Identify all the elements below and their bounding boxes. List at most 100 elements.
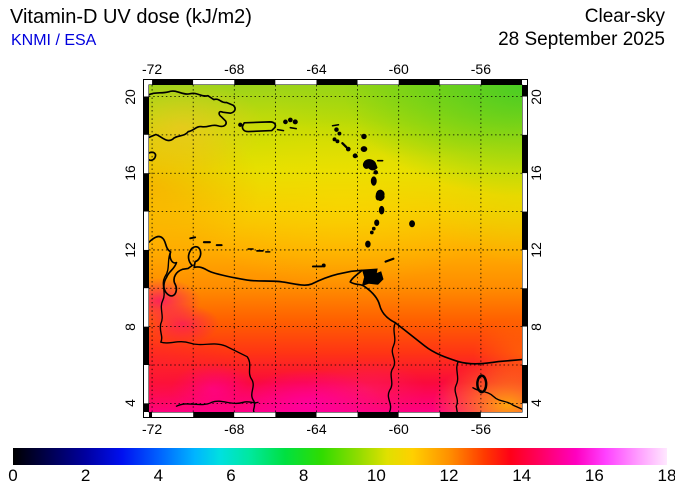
frame-stripe bbox=[193, 79, 235, 85]
island-aruba bbox=[189, 236, 197, 240]
frame-stripe bbox=[149, 79, 153, 85]
colorbar-tick-label: 4 bbox=[153, 466, 164, 485]
island-margarita-e bbox=[321, 263, 326, 268]
colorbar-tick-label: 12 bbox=[439, 466, 459, 485]
frame-stripe bbox=[522, 365, 528, 404]
lon-label-bottom: -68 bbox=[224, 421, 245, 437]
island-saba bbox=[332, 137, 337, 142]
island-st-barth bbox=[337, 131, 342, 136]
frame-stripe bbox=[143, 288, 149, 327]
island-st-lucia bbox=[378, 205, 385, 215]
colorbar-tick-label: 2 bbox=[80, 466, 91, 485]
grid-lines bbox=[149, 85, 522, 412]
page-title: Vitamin-D UV dose (kJ/m2) bbox=[10, 6, 252, 28]
frame-stripe bbox=[522, 211, 528, 250]
map-overlay bbox=[149, 85, 522, 412]
island-statia bbox=[335, 139, 340, 144]
small-islands bbox=[189, 117, 416, 287]
colorbar-tick-label: 14 bbox=[512, 466, 532, 485]
island-antigua bbox=[360, 146, 368, 152]
island-virgin-3 bbox=[292, 119, 298, 125]
island-guadeloupe bbox=[362, 159, 378, 171]
date-label: 28 September 2025 bbox=[498, 29, 665, 50]
lon-label-bottom: -56 bbox=[470, 421, 492, 437]
frame-stripe bbox=[143, 85, 149, 97]
coastlines bbox=[149, 90, 522, 365]
island-barbados bbox=[409, 220, 416, 228]
island-nevis bbox=[345, 146, 351, 152]
map-frame-stripes bbox=[143, 79, 528, 418]
lon-label-bottom: -64 bbox=[306, 421, 327, 437]
coast-puerto-rico bbox=[241, 121, 277, 133]
frame-stripe bbox=[522, 134, 528, 174]
frame-stripe bbox=[275, 79, 317, 85]
border-ring-feature bbox=[476, 374, 488, 394]
frame-stripe bbox=[357, 412, 399, 418]
lat-label-left: 12 bbox=[122, 242, 138, 258]
country-borders bbox=[159, 251, 522, 412]
lat-label-left: 4 bbox=[122, 399, 138, 408]
frame-stripe bbox=[143, 326, 149, 366]
colorbar-tick-label: 18 bbox=[657, 466, 675, 485]
frame-stripe bbox=[522, 96, 528, 135]
frame-stripe bbox=[522, 288, 528, 327]
colorbar-tick-label: 6 bbox=[226, 466, 236, 485]
island-grenadines-2 bbox=[369, 230, 374, 235]
frame-stripe bbox=[149, 412, 153, 418]
island-st-vincent bbox=[374, 219, 380, 227]
island-mona bbox=[238, 122, 243, 127]
frame-stripe bbox=[522, 249, 528, 289]
colorbar-tick-label: 8 bbox=[298, 466, 309, 485]
lat-label-right: 12 bbox=[528, 242, 544, 258]
frame-stripe bbox=[143, 365, 149, 404]
colorbar-tick-label: 10 bbox=[366, 466, 386, 485]
island-marie-galante bbox=[373, 170, 379, 175]
frame-stripe bbox=[143, 403, 149, 412]
lat-label-right: 4 bbox=[528, 399, 544, 408]
lat-label-left: 20 bbox=[122, 88, 138, 105]
lat-label-left: 8 bbox=[122, 322, 138, 331]
frame-outline bbox=[143, 79, 528, 418]
lon-label-top: -68 bbox=[224, 61, 245, 77]
frame-stripe bbox=[522, 173, 528, 212]
island-dominica bbox=[370, 176, 377, 186]
border-guyana-suriname bbox=[454, 360, 459, 412]
border-venezuela-guyana bbox=[387, 322, 397, 412]
frame-stripe bbox=[143, 211, 149, 250]
frame-stripe bbox=[143, 96, 149, 135]
colorbar bbox=[13, 448, 667, 465]
frame-stripe bbox=[234, 79, 276, 85]
frame-stripe bbox=[193, 412, 235, 418]
frame-stripe bbox=[357, 79, 399, 85]
lat-label-right: 8 bbox=[528, 322, 544, 331]
frame-stripe bbox=[522, 326, 528, 366]
frame-stripe bbox=[522, 85, 528, 97]
island-virgin-1 bbox=[283, 119, 288, 125]
island-grenadines-1 bbox=[371, 226, 376, 231]
colorbar-tick-label: 16 bbox=[584, 466, 604, 485]
lat-label-right: 20 bbox=[528, 88, 544, 105]
map-field bbox=[149, 85, 522, 412]
frame-stripe bbox=[398, 79, 440, 85]
border-colombia-venezuela bbox=[159, 251, 256, 412]
credit-label: KNMI / ESA bbox=[11, 32, 97, 49]
island-virgin-2 bbox=[287, 117, 293, 123]
island-barbuda bbox=[361, 133, 367, 140]
colorbar-tick-label: 0 bbox=[8, 466, 18, 485]
lon-label-top: -72 bbox=[141, 61, 163, 77]
frame-stripe bbox=[143, 249, 149, 289]
frame-stripe bbox=[439, 79, 481, 85]
map-frame bbox=[143, 79, 528, 418]
island-grenada bbox=[365, 240, 371, 248]
frame-stripe bbox=[234, 412, 276, 418]
frame-stripe bbox=[398, 412, 440, 418]
island-anguilla bbox=[331, 124, 340, 127]
frame-stripe bbox=[152, 412, 194, 418]
frame-stripe bbox=[152, 79, 194, 85]
coast-haiti-fragment bbox=[149, 151, 157, 162]
frame-stripe bbox=[316, 79, 358, 85]
frame-stripe bbox=[143, 134, 149, 174]
lon-label-top: -60 bbox=[388, 61, 409, 77]
island-vieques bbox=[276, 128, 285, 132]
